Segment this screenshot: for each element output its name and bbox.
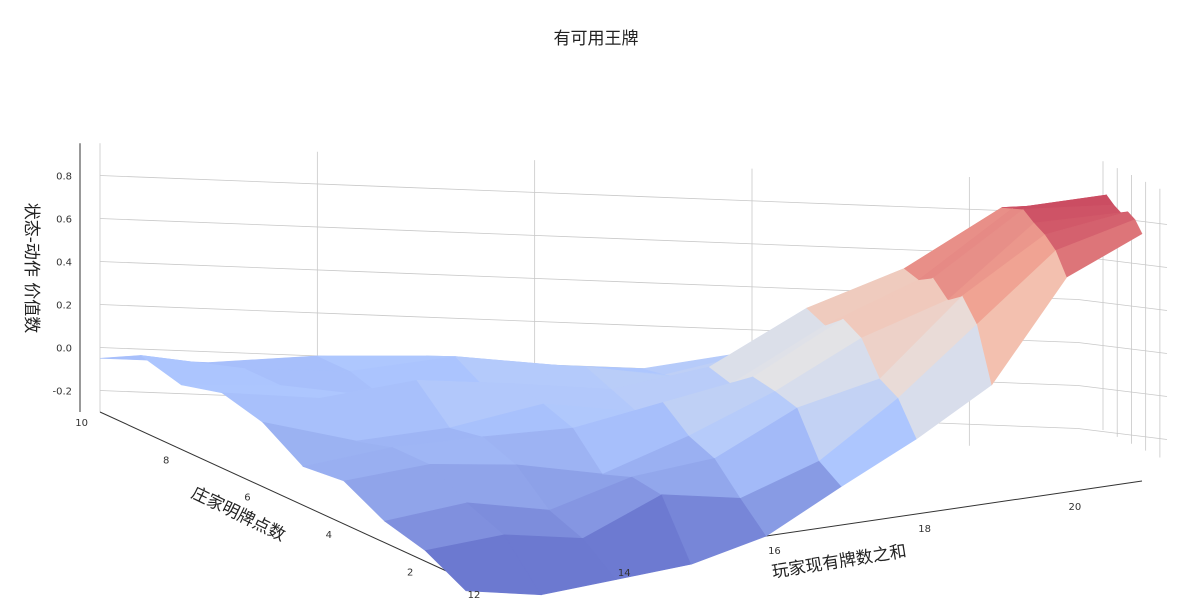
x-tick-label: 20: [1069, 502, 1082, 513]
z-tick-label: 0.2: [56, 301, 72, 312]
y-axis-line: [99, 411, 467, 581]
z-axis-title: 状态-动作 价值数: [21, 203, 41, 334]
grid-line-z: [99, 218, 1079, 257]
x-tick-label: 14: [618, 568, 631, 579]
y-tick-label: 8: [163, 455, 169, 466]
x-tick-label: 16: [768, 546, 781, 557]
y-tick-label: 4: [326, 530, 332, 541]
surface: [99, 194, 1143, 596]
z-tick-label: 0.0: [56, 344, 72, 355]
x-tick-label: 18: [918, 524, 931, 535]
y-tick-label: 2: [407, 567, 413, 578]
surface-patch: [1055, 219, 1143, 278]
chart-title: 有可用王牌: [554, 29, 639, 49]
x-tick-label: 12: [468, 590, 481, 601]
grid-line-z-side: [1077, 342, 1168, 354]
z-tick-label: 0.6: [56, 215, 72, 226]
tick-labels: 12 14 16 18 20 2 4 6 8 10 -0.2 0.0 0.2 0.4 0.6 0.8: [52, 172, 1081, 602]
z-tick-label: -0.2: [52, 387, 72, 398]
grid-line-z-side: [1077, 299, 1168, 311]
x-axis-title: 玩家现有牌数之和: [770, 542, 907, 583]
grid-line-z-side: [1077, 428, 1168, 440]
grid-line-z: [99, 175, 1079, 214]
z-tick-label: 0.8: [56, 172, 72, 183]
y-tick-label: 6: [244, 493, 250, 504]
y-tick-label: 10: [75, 418, 88, 429]
grid-line-z-side: [1077, 385, 1168, 397]
z-tick-label: 0.4: [56, 258, 72, 269]
y-axis-title: 庄家明牌点数: [188, 483, 288, 546]
